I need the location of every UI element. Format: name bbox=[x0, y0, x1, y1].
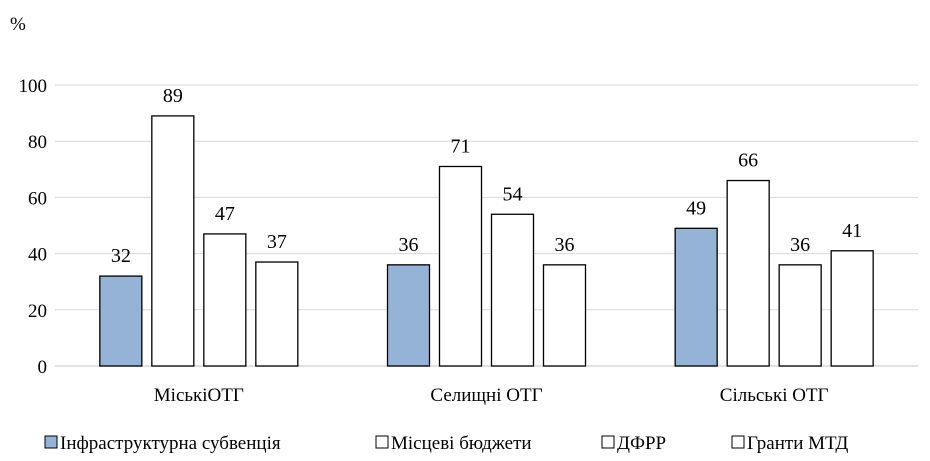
x-category-label: Сільські ОТГ bbox=[720, 385, 829, 406]
bar-value-label: 66 bbox=[738, 150, 758, 172]
legend: Інфраструктурна субвенція Місцеві бюджети… bbox=[44, 433, 848, 454]
data-labels: 32 89 47 37 36 71 54 36 49 66 36 41 bbox=[111, 85, 862, 267]
bar bbox=[490, 213, 535, 367]
bar bbox=[255, 261, 299, 367]
legend-label: Місцеві бюджети bbox=[391, 433, 532, 454]
y-axis-unit-label: % bbox=[10, 14, 26, 35]
gridlines bbox=[55, 84, 918, 367]
bar-value-label: 37 bbox=[267, 231, 287, 253]
legend-swatch bbox=[601, 435, 615, 449]
bar-value-label: 89 bbox=[163, 85, 183, 107]
x-category-label: Селищні ОТГ bbox=[430, 385, 542, 406]
bar bbox=[542, 264, 587, 367]
bar bbox=[778, 264, 822, 367]
legend-label: Інфраструктурна субвенція bbox=[60, 433, 281, 454]
legend-swatch bbox=[44, 435, 58, 449]
bar bbox=[151, 115, 195, 367]
bar bbox=[203, 233, 247, 367]
y-tick-label: 40 bbox=[28, 245, 47, 266]
x-category-label: МіськіОТГ bbox=[154, 385, 244, 406]
bar bbox=[726, 179, 770, 367]
y-axis-ticks: 0 20 40 60 80 100 bbox=[19, 76, 48, 378]
x-axis-categories: МіськіОТГ Селищні ОТГ Сільські ОТГ bbox=[154, 385, 829, 406]
legend-label: ДФРР bbox=[617, 433, 666, 454]
y-tick-label: 100 bbox=[19, 76, 48, 97]
y-tick-label: 60 bbox=[28, 188, 47, 209]
y-tick-label: 20 bbox=[28, 301, 47, 322]
bar-value-label: 71 bbox=[451, 135, 471, 157]
legend-swatch bbox=[731, 435, 745, 449]
bar-value-label: 49 bbox=[686, 197, 706, 219]
bar bbox=[674, 227, 718, 367]
y-tick-label: 0 bbox=[38, 357, 48, 378]
legend-label: Гранти МТД bbox=[747, 433, 848, 454]
bar-value-label: 47 bbox=[215, 203, 235, 225]
bar bbox=[830, 250, 874, 367]
bar bbox=[438, 165, 483, 367]
bars bbox=[99, 115, 874, 367]
bar bbox=[99, 275, 143, 367]
bar-value-label: 36 bbox=[399, 234, 419, 256]
bar-value-label: 36 bbox=[555, 234, 575, 256]
bar bbox=[386, 264, 431, 367]
legend-swatch bbox=[375, 435, 389, 449]
bar-value-label: 32 bbox=[111, 245, 131, 267]
bar-value-label: 36 bbox=[790, 234, 810, 256]
y-tick-label: 80 bbox=[28, 132, 47, 153]
bar-value-label: 41 bbox=[842, 220, 862, 242]
bar-value-label: 54 bbox=[503, 183, 523, 205]
